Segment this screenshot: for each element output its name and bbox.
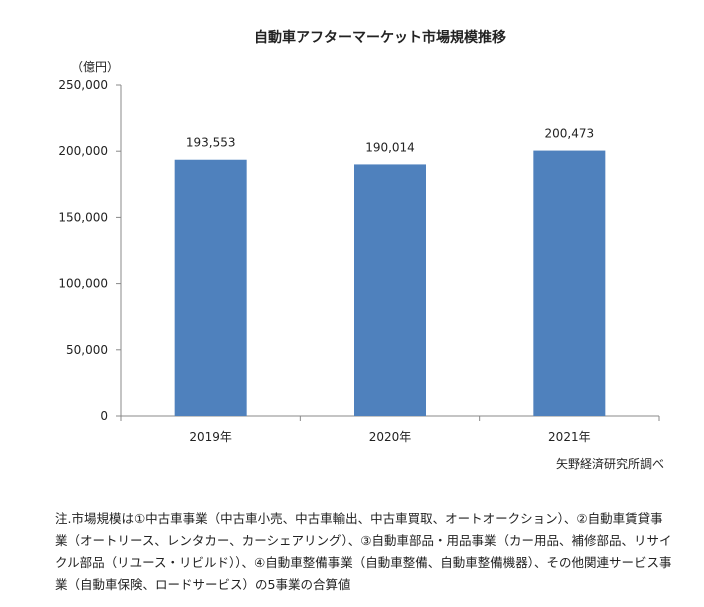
bar xyxy=(354,164,426,416)
bars xyxy=(174,150,606,417)
y-tick-label: 200,000 xyxy=(58,144,108,158)
y-tick-label: 250,000 xyxy=(58,78,108,92)
source-credit: 矢野経済研究所調べ xyxy=(555,457,664,471)
y-tick-label: 100,000 xyxy=(58,277,108,291)
y-tick-label: 50,000 xyxy=(66,343,108,357)
bar-chart: 自動車アフターマーケット市場規模推移 （億円） 0 50,000 100,000 15… xyxy=(58,29,660,444)
y-tick-label: 0 xyxy=(100,409,108,423)
x-tick-label: 2019年 xyxy=(189,430,232,444)
x-axis-ticks: 2019年 2020年 2021年 xyxy=(120,416,660,444)
data-label: 193,553 xyxy=(186,136,236,150)
y-axis-unit-label: （億円） xyxy=(71,60,119,74)
data-labels: 193,553 190,014 200,473 xyxy=(186,127,594,155)
x-tick-label: 2021年 xyxy=(548,430,591,444)
y-tick-label: 150,000 xyxy=(58,210,108,224)
bar xyxy=(174,159,247,416)
y-axis-ticks: 0 50,000 100,000 150,000 200,000 250,000 xyxy=(58,78,121,423)
bar xyxy=(533,150,606,417)
x-tick-label: 2020年 xyxy=(369,430,412,444)
chart-title: 自動車アフターマーケット市場規模推移 xyxy=(254,29,506,46)
footnote: 注.市場規模は①中古車事業（中古車小売、中古車輸出、中古車買取、オートオークショ… xyxy=(55,511,672,592)
data-label: 200,473 xyxy=(545,127,595,141)
data-label: 190,014 xyxy=(365,140,415,154)
